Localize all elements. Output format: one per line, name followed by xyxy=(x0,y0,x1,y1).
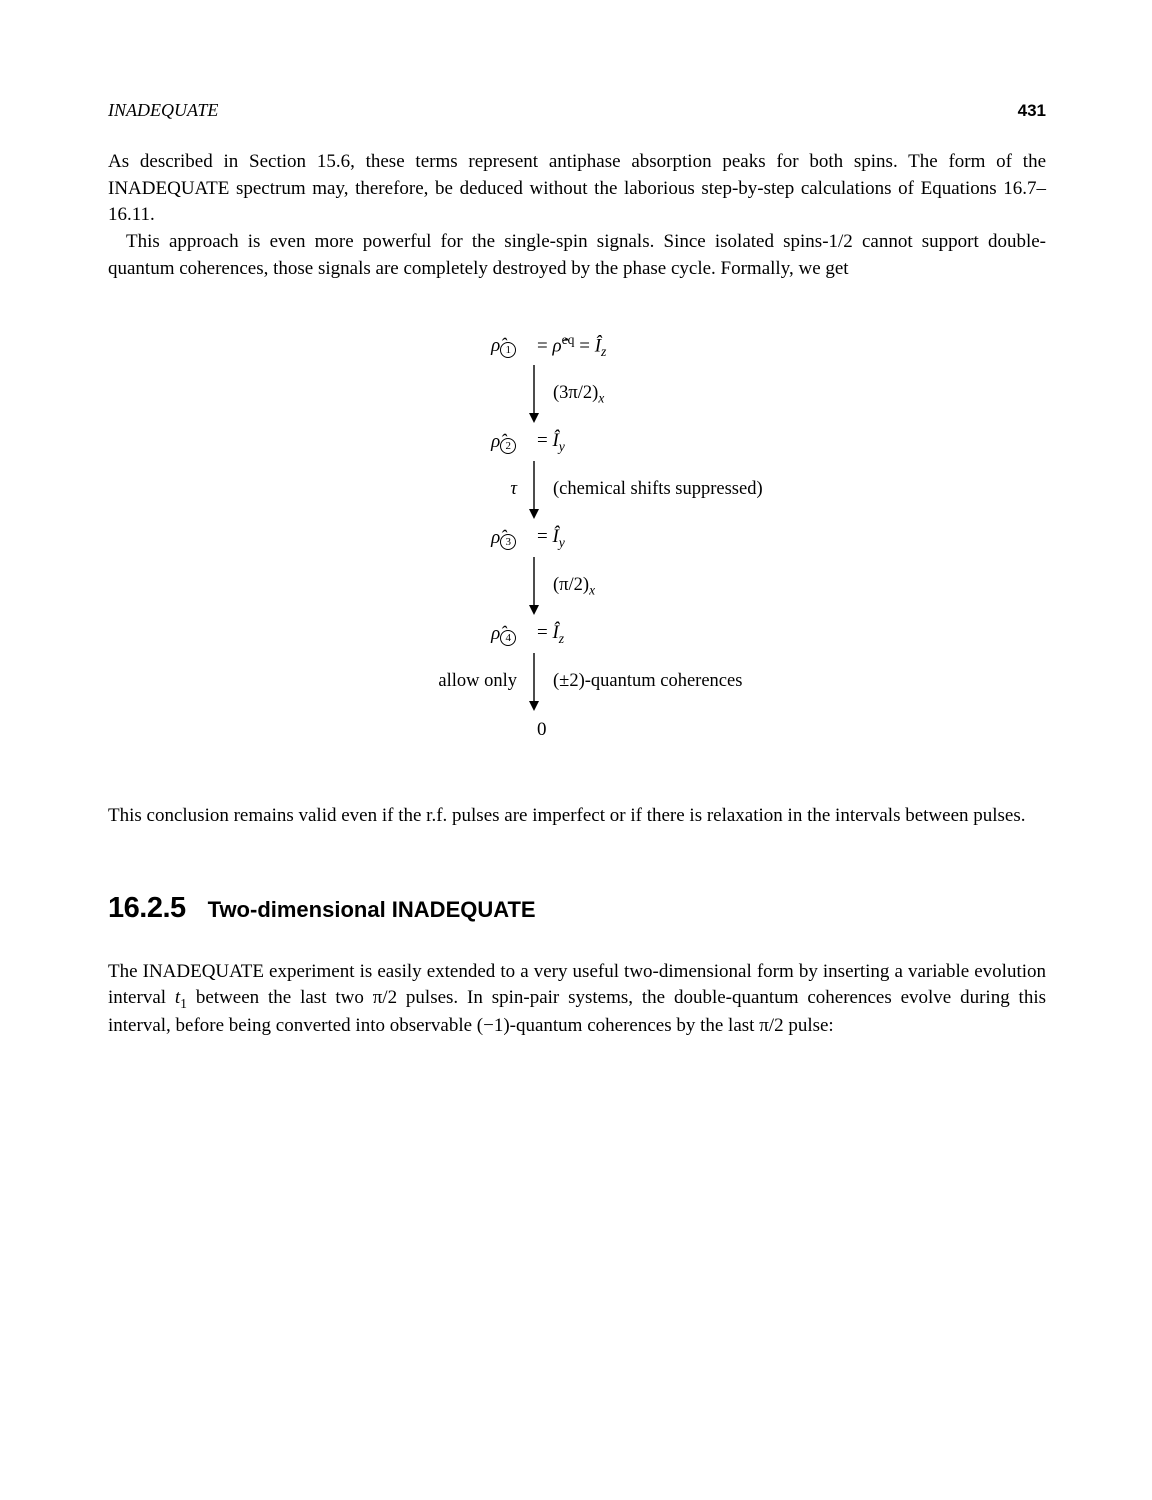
arrow-2-left-label: τ xyxy=(307,477,527,503)
arrow-1-label: (3π/2)x xyxy=(541,381,841,408)
arrow-2-right-label: (chemical shifts suppressed) xyxy=(541,477,841,503)
paragraph-3: This conclusion remains valid even if th… xyxy=(108,803,1046,830)
paragraph-4: The INADEQUATE experiment is easily exte… xyxy=(108,959,1046,1040)
arrow-4 xyxy=(527,649,541,715)
page-header: INADEQUATE 431 xyxy=(108,98,1046,123)
section-number: 16.2.5 xyxy=(108,888,186,929)
running-head-left: INADEQUATE xyxy=(108,98,218,123)
rho-2-left: ρ̂2 xyxy=(307,429,527,456)
rho-3-left: ρ̂3 xyxy=(307,525,527,552)
page-number: 431 xyxy=(1018,99,1046,123)
arrow-3 xyxy=(527,553,541,619)
rho-1-left: ρ̂1 xyxy=(307,333,527,360)
arrow-4-left-label: allow only xyxy=(307,669,527,695)
paragraph-1: As described in Section 15.6, these term… xyxy=(108,149,1046,229)
arrow-4-right-label: (±2)-quantum coherences xyxy=(541,669,841,695)
section-heading: 16.2.5 Two-dimensional INADEQUATE xyxy=(108,888,1046,929)
arrow-1 xyxy=(527,361,541,427)
arrow-2 xyxy=(527,457,541,523)
rho-2-right: = Îy xyxy=(527,428,827,456)
arrow-3-label: (π/2)x xyxy=(541,573,841,600)
rho-4-left: ρ̂4 xyxy=(307,621,527,648)
section-title: Two-dimensional INADEQUATE xyxy=(208,895,536,926)
diagram: ρ̂1 = ρ̂eq = Îz (3π/2)x ρ̂2 = Îy τ xyxy=(307,330,847,745)
final-zero: 0 xyxy=(537,717,837,744)
rho-3-right: = Îy xyxy=(527,524,827,552)
rho-4-right: = Îz xyxy=(527,620,827,648)
rho-1-right: = ρ̂eq = Îz xyxy=(527,330,827,361)
paragraph-2: This approach is even more powerful for … xyxy=(108,229,1046,282)
